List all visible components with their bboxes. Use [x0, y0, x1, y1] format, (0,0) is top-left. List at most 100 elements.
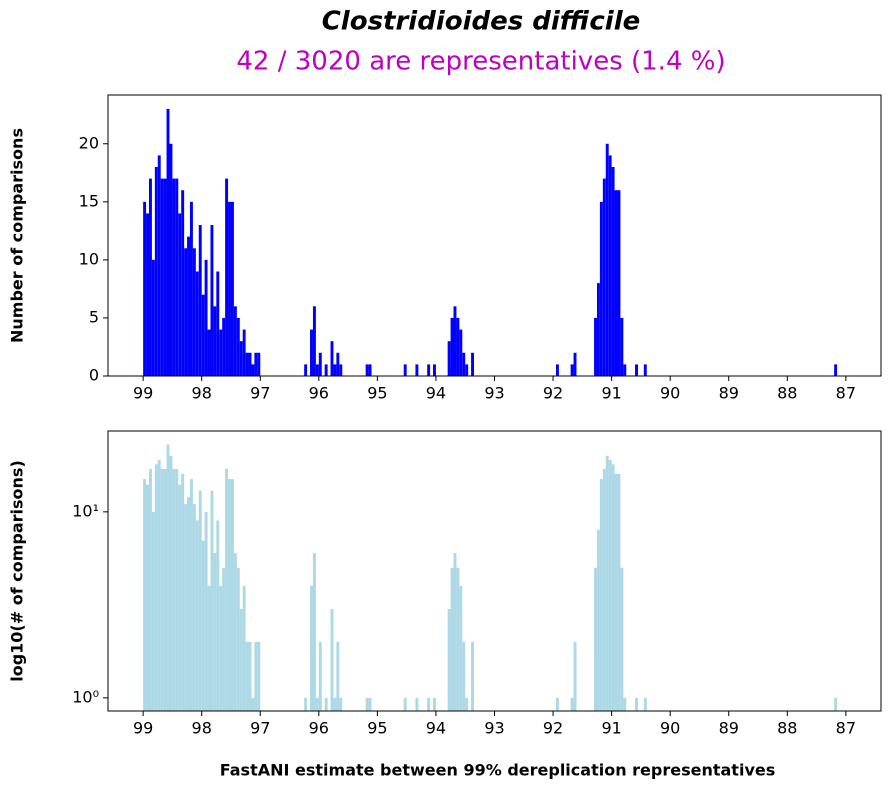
x-tick-label: 95: [367, 719, 387, 738]
bar: [602, 178, 606, 376]
bar: [365, 697, 369, 711]
bar: [596, 283, 600, 376]
bar: [198, 490, 202, 711]
bar: [333, 697, 337, 711]
bar: [608, 459, 612, 711]
bar: [555, 364, 559, 376]
bar: [620, 317, 624, 376]
bar: [465, 364, 469, 376]
bar: [239, 609, 243, 711]
bar: [330, 341, 334, 376]
bar: [594, 567, 597, 711]
bar: [304, 697, 308, 711]
bar: [146, 484, 149, 711]
bar: [154, 464, 158, 711]
x-tick-label: 89: [719, 719, 739, 738]
bar: [163, 178, 167, 376]
bar: [219, 585, 223, 711]
bar: [834, 697, 838, 711]
bar: [415, 697, 419, 711]
bar: [339, 364, 343, 376]
bar: [222, 567, 226, 711]
bar: [594, 317, 597, 376]
x-tick-label: 96: [309, 719, 329, 738]
bar: [459, 585, 463, 711]
bar: [453, 306, 457, 376]
bar: [160, 178, 164, 376]
bar: [219, 329, 223, 376]
bar: [172, 178, 176, 376]
bar: [189, 201, 193, 376]
bar: [181, 190, 185, 376]
bar: [222, 317, 226, 376]
bar: [257, 352, 261, 376]
bar: [415, 364, 419, 376]
y-tick-label: 10⁰: [72, 687, 99, 706]
bar: [245, 641, 249, 711]
bar: [427, 697, 431, 711]
bar: [453, 553, 457, 711]
bar: [599, 201, 603, 376]
x-tick-label: 97: [250, 384, 270, 403]
bar: [324, 364, 328, 376]
bar: [635, 364, 638, 376]
bar: [315, 697, 319, 711]
bar: [617, 473, 621, 711]
bar: [242, 329, 246, 376]
bar: [207, 585, 211, 711]
bar: [447, 609, 451, 711]
bar: [459, 329, 463, 376]
x-tick-label: 96: [309, 384, 329, 403]
bar: [614, 190, 618, 376]
bar: [596, 529, 600, 711]
bar: [643, 364, 647, 376]
bar: [570, 364, 574, 376]
x-tick-label: 98: [192, 384, 212, 403]
bar: [148, 468, 152, 711]
bar: [236, 317, 240, 376]
bar: [204, 511, 208, 711]
bar: [599, 479, 603, 711]
bar: [184, 248, 188, 376]
bar: [248, 641, 252, 711]
bar: [189, 479, 193, 711]
bar: [257, 641, 261, 711]
bar: [172, 468, 176, 711]
y-tick-label: 20: [79, 133, 99, 152]
bar: [251, 697, 255, 711]
bar: [611, 166, 615, 376]
bar: [151, 259, 155, 376]
bar: [233, 553, 237, 711]
bar: [228, 201, 231, 376]
bar: [225, 178, 229, 376]
bar: [312, 553, 316, 711]
bar: [318, 352, 322, 376]
x-tick-label: 93: [484, 384, 504, 403]
bar: [447, 341, 451, 376]
bar: [207, 329, 211, 376]
y-axis-label: Number of comparisons: [8, 128, 27, 343]
bar: [146, 213, 149, 376]
bar: [204, 259, 208, 376]
bar: [201, 294, 205, 376]
bar: [178, 213, 182, 376]
bar: [304, 364, 308, 376]
bar: [198, 225, 202, 376]
bar: [187, 497, 190, 711]
x-tick-label: 94: [426, 719, 446, 738]
x-tick-label: 91: [601, 719, 621, 738]
bar: [623, 697, 627, 711]
bar: [195, 520, 199, 711]
bar: [251, 364, 255, 376]
y-tick-label: 15: [79, 191, 99, 210]
bar: [462, 641, 466, 711]
bar: [210, 225, 214, 376]
bar: [181, 473, 185, 711]
bar: [339, 697, 343, 711]
bar: [210, 490, 214, 711]
bar: [333, 364, 337, 376]
bar: [163, 468, 167, 711]
bar: [143, 479, 147, 711]
bar: [336, 352, 340, 376]
bar: [254, 641, 258, 711]
